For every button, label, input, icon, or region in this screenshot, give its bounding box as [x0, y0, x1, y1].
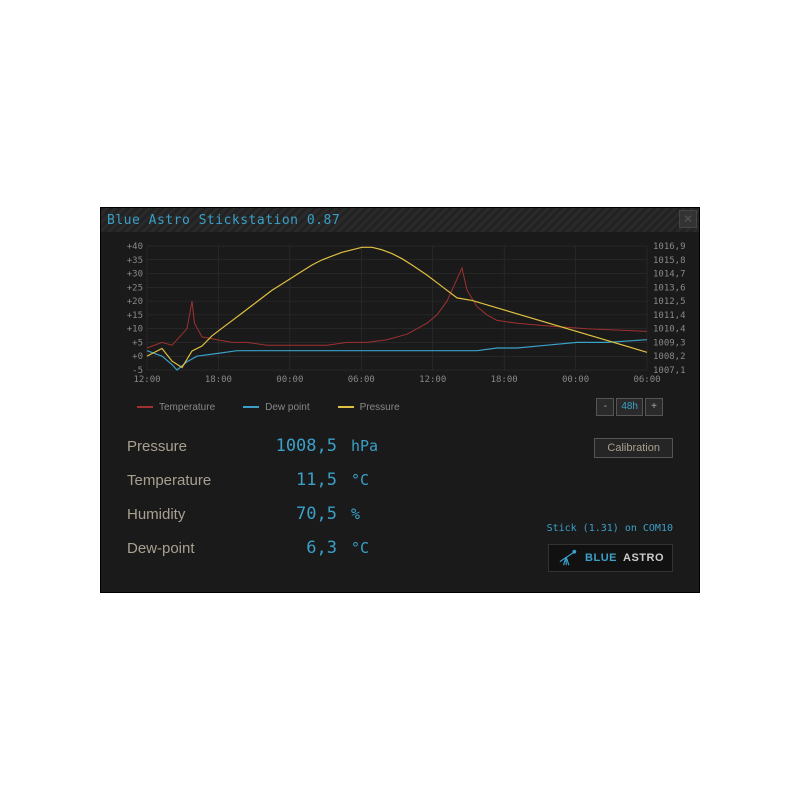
reading-value: 1008,5 — [257, 436, 337, 456]
legend-swatch — [243, 406, 259, 408]
legend-swatch — [338, 406, 354, 408]
svg-text:1015,8: 1015,8 — [653, 256, 686, 266]
reading-label: Temperature — [127, 472, 257, 489]
svg-text:1012,5: 1012,5 — [653, 297, 686, 307]
telescope-icon — [557, 549, 579, 567]
reading-value: 70,5 — [257, 504, 337, 524]
legend-item: Temperature — [137, 402, 215, 413]
legend-item: Dew point — [243, 402, 309, 413]
svg-text:06:00: 06:00 — [348, 375, 375, 385]
range-minus-button[interactable]: - — [596, 398, 614, 416]
svg-text:00:00: 00:00 — [276, 375, 303, 385]
reading-row: Pressure1008,5hPa — [127, 436, 523, 456]
svg-text:+20: +20 — [127, 297, 143, 307]
svg-text:00:00: 00:00 — [562, 375, 589, 385]
reading-label: Humidity — [127, 506, 257, 523]
svg-text:12:00: 12:00 — [419, 375, 446, 385]
legend-item: Pressure — [338, 402, 400, 413]
svg-text:18:00: 18:00 — [205, 375, 232, 385]
legend-row: Temperature Dew point Pressure - 48h + — [111, 394, 689, 422]
reading-unit: °C — [337, 539, 397, 557]
reading-value: 11,5 — [257, 470, 337, 490]
reading-label: Pressure — [127, 438, 257, 455]
reading-unit: °C — [337, 471, 397, 489]
legend-label: Pressure — [360, 402, 400, 413]
svg-text:12:00: 12:00 — [133, 375, 160, 385]
reading-row: Humidity70,5% — [127, 504, 523, 524]
window-title: Blue Astro Stickstation 0.87 — [107, 213, 340, 228]
legend-label: Temperature — [159, 402, 215, 413]
reading-unit: hPa — [337, 437, 397, 455]
app-window: Blue Astro Stickstation 0.87 ✕ +40 1016,9… — [100, 207, 700, 593]
svg-text:18:00: 18:00 — [491, 375, 518, 385]
range-plus-button[interactable]: + — [645, 398, 663, 416]
reading-label: Dew-point — [127, 540, 257, 557]
calibration-button[interactable]: Calibration — [594, 438, 673, 458]
svg-text:1008,2: 1008,2 — [653, 352, 686, 362]
svg-text:+15: +15 — [127, 311, 143, 321]
legend-swatch — [137, 406, 153, 408]
svg-text:1011,4: 1011,4 — [653, 311, 686, 321]
svg-text:1009,3: 1009,3 — [653, 338, 686, 348]
svg-text:1013,6: 1013,6 — [653, 283, 686, 293]
legend-label: Dew point — [265, 402, 309, 413]
chart: +40 1016,9 +35 1015,8 +30 1014,7 +25 1013,6 +20 1… — [111, 240, 691, 390]
connection-status: Stick (1.31) on COM10 — [547, 523, 673, 534]
svg-text:06:00: 06:00 — [633, 375, 660, 385]
logo-text-blue: BLUE — [585, 552, 617, 564]
range-value-button[interactable]: 48h — [616, 398, 643, 416]
right-column: Calibration Stick (1.31) on COM10 BLUE AS… — [523, 436, 673, 572]
svg-text:+40: +40 — [127, 242, 143, 252]
reading-unit: % — [337, 505, 397, 523]
titlebar[interactable]: Blue Astro Stickstation 0.87 ✕ — [101, 208, 699, 232]
reading-row: Dew-point6,3°C — [127, 538, 523, 558]
reading-value: 6,3 — [257, 538, 337, 558]
svg-text:+10: +10 — [127, 325, 143, 335]
time-range-control: - 48h + — [596, 398, 663, 416]
svg-text:1016,9: 1016,9 — [653, 242, 686, 252]
logo-text-astro: ASTRO — [623, 552, 664, 564]
svg-text:+30: +30 — [127, 270, 143, 280]
reading-table: Pressure1008,5hPaTemperature11,5°CHumidi… — [127, 436, 523, 572]
svg-text:+0: +0 — [132, 352, 143, 362]
reading-row: Temperature11,5°C — [127, 470, 523, 490]
readings-panel: Pressure1008,5hPaTemperature11,5°CHumidi… — [111, 436, 689, 578]
svg-text:1014,7: 1014,7 — [653, 270, 686, 280]
svg-text:+25: +25 — [127, 283, 143, 293]
svg-text:+35: +35 — [127, 256, 143, 266]
svg-text:1010,4: 1010,4 — [653, 325, 686, 335]
brand-logo: BLUE ASTRO — [548, 544, 673, 572]
close-icon[interactable]: ✕ — [679, 210, 697, 228]
content-area: +40 1016,9 +35 1015,8 +30 1014,7 +25 1013,6 +20 1… — [101, 232, 699, 592]
svg-text:+5: +5 — [132, 338, 143, 348]
